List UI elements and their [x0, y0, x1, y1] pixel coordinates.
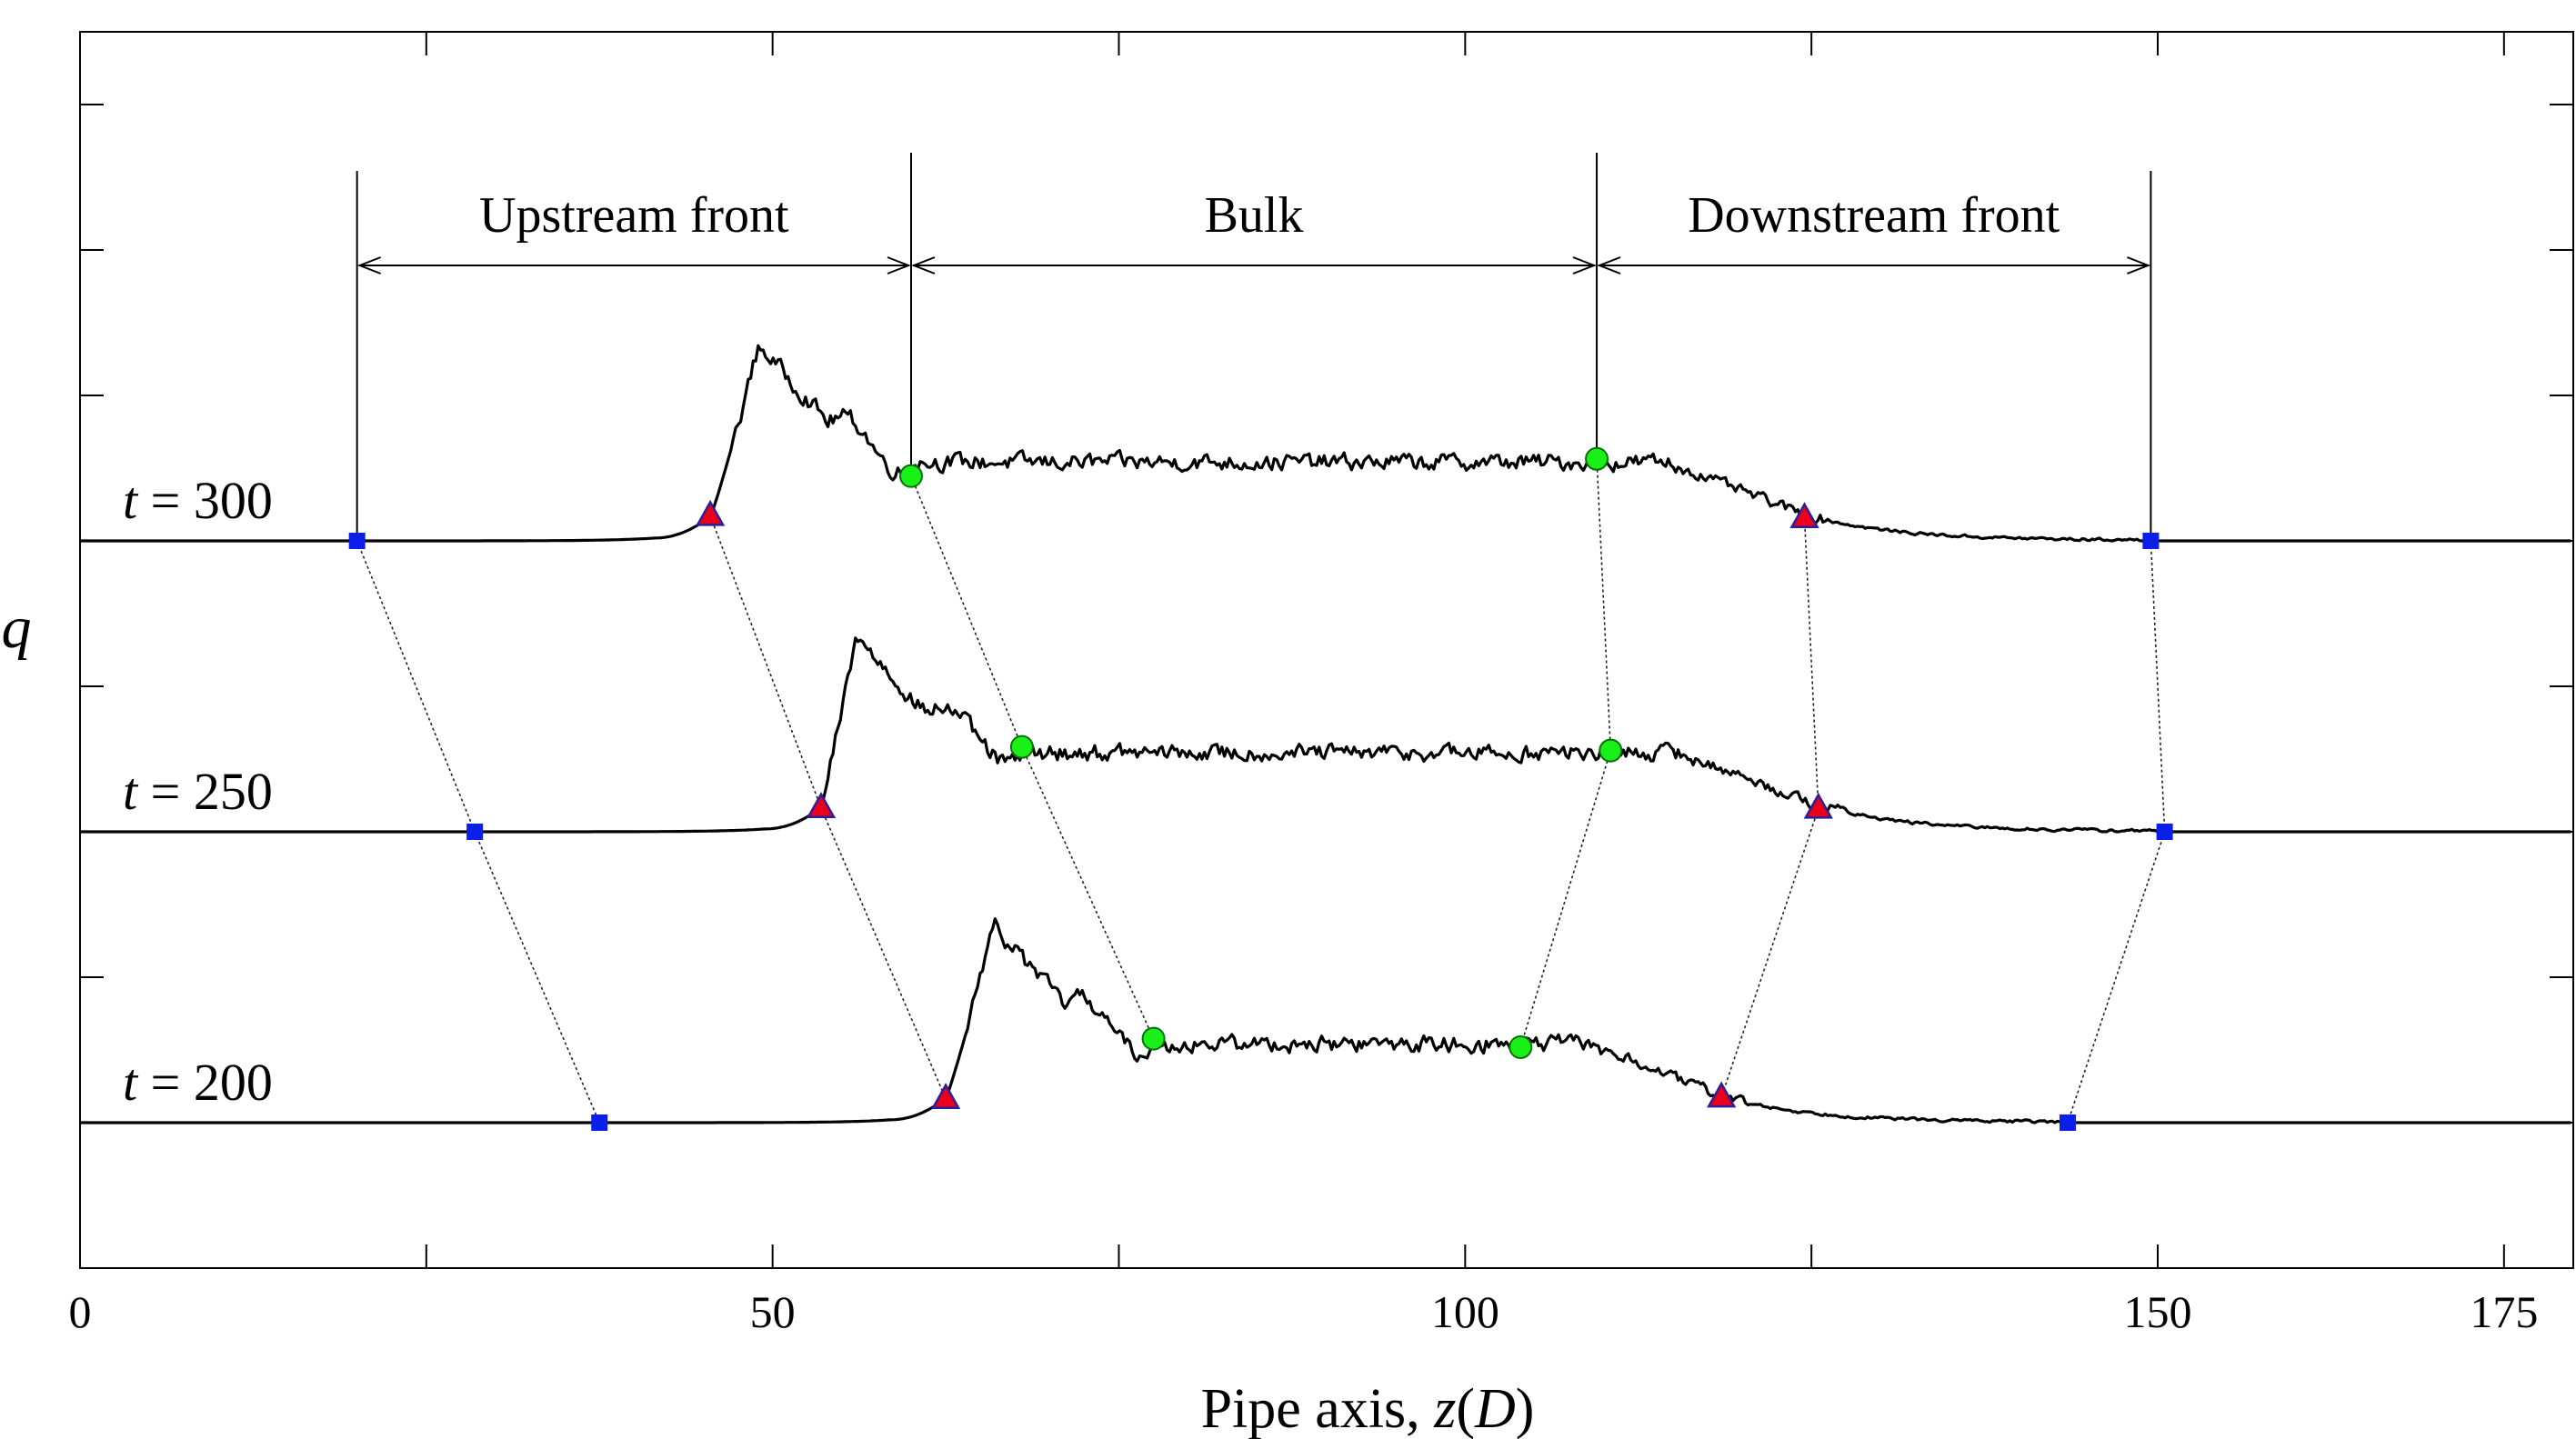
profile-line-250 [80, 636, 2571, 834]
series-label-eq: = [137, 762, 194, 821]
series-label-var: t [123, 762, 139, 821]
series-label-var: t [123, 1053, 139, 1112]
series-label-300: t = 300 [123, 471, 273, 530]
connector-triangle_right [1720, 808, 1819, 1098]
region-label: Bulk [1205, 187, 1304, 244]
triangle-marker-300 [1789, 502, 1819, 529]
axes-frame [79, 31, 2574, 1269]
connector-square_left [474, 831, 600, 1124]
x-axis-label-close: ) [1516, 1378, 1535, 1439]
triangle-marker-200 [1707, 1081, 1737, 1108]
profile-line-200 [80, 917, 2571, 1124]
connector-square_right [2150, 540, 2166, 833]
region-arrowhead-left [1597, 256, 1621, 275]
connector-circle_left [910, 475, 1023, 747]
circle-marker-300 [1585, 446, 1609, 471]
circle-marker-300 [899, 464, 923, 488]
marker-connectors [356, 458, 2166, 1124]
connector-circle_right [1596, 458, 1612, 751]
x-axis-label-prefix: Pipe axis, [1201, 1378, 1435, 1439]
connector-circle_left [1021, 746, 1155, 1039]
connector-triangle_left [709, 515, 822, 808]
q-profiles [80, 344, 2571, 1124]
connector-square_left [356, 540, 476, 833]
x-tick-label: 50 [750, 1286, 796, 1337]
circle-marker-250 [1599, 738, 1623, 763]
region-arrowhead-right [887, 256, 911, 275]
square-marker-250 [466, 824, 484, 840]
x-axis-label-var: z [1433, 1378, 1456, 1439]
series-label-time: 200 [194, 1053, 273, 1112]
x-axis-label-open: ( [1456, 1378, 1475, 1439]
region-arrowhead-left [911, 256, 936, 275]
square-marker-200 [591, 1114, 608, 1131]
connector-circle_right [1519, 750, 1612, 1048]
region-arrowhead-right [1572, 256, 1597, 275]
series-label-var: t [123, 471, 139, 530]
region-label: Downstream front [1688, 187, 2060, 244]
series-label-200: t = 200 [123, 1053, 273, 1112]
square-marker-300 [348, 533, 366, 549]
circle-marker-200 [1141, 1026, 1166, 1051]
series-label-eq: = [137, 1053, 194, 1112]
x-tick-label: 175 [2470, 1286, 2538, 1337]
x-axis-label: Pipe axis, z(D) [1201, 1378, 1535, 1439]
series-label-time: 300 [194, 471, 273, 530]
circle-marker-250 [1009, 734, 1034, 759]
circle-marker-200 [1509, 1034, 1533, 1059]
x-tick-label: 100 [1431, 1286, 1499, 1337]
connector-triangle_right [1803, 517, 1819, 809]
region-annotations: Upstream front Bulk Downstream front [356, 153, 2152, 541]
profile-line-300 [80, 344, 2571, 543]
x-axis-label-unit: D [1474, 1378, 1516, 1439]
x-tick-label: 0 [69, 1286, 92, 1337]
connector-triangle_left [820, 807, 947, 1100]
square-marker-250 [2156, 824, 2173, 840]
region-arrowhead-right [2127, 256, 2151, 275]
series-label-eq: = [137, 471, 194, 530]
square-marker-300 [2142, 533, 2160, 549]
triangle-marker-250 [1803, 792, 1833, 819]
series-label-time: 250 [194, 762, 273, 821]
profile-markers [348, 446, 2173, 1131]
region-arrowhead-left [356, 256, 382, 275]
triangle-marker-200 [930, 1083, 961, 1109]
region-label: Upstream front [479, 187, 789, 244]
series-label-250: t = 250 [123, 762, 273, 821]
x-tick-label: 150 [2124, 1286, 2192, 1337]
connector-square_right [2067, 831, 2166, 1124]
triangle-marker-250 [806, 792, 837, 818]
y-axis-label: q [2, 595, 32, 661]
square-marker-200 [2059, 1114, 2076, 1131]
triangle-marker-300 [695, 499, 726, 526]
plot-frame [79, 31, 2574, 1269]
